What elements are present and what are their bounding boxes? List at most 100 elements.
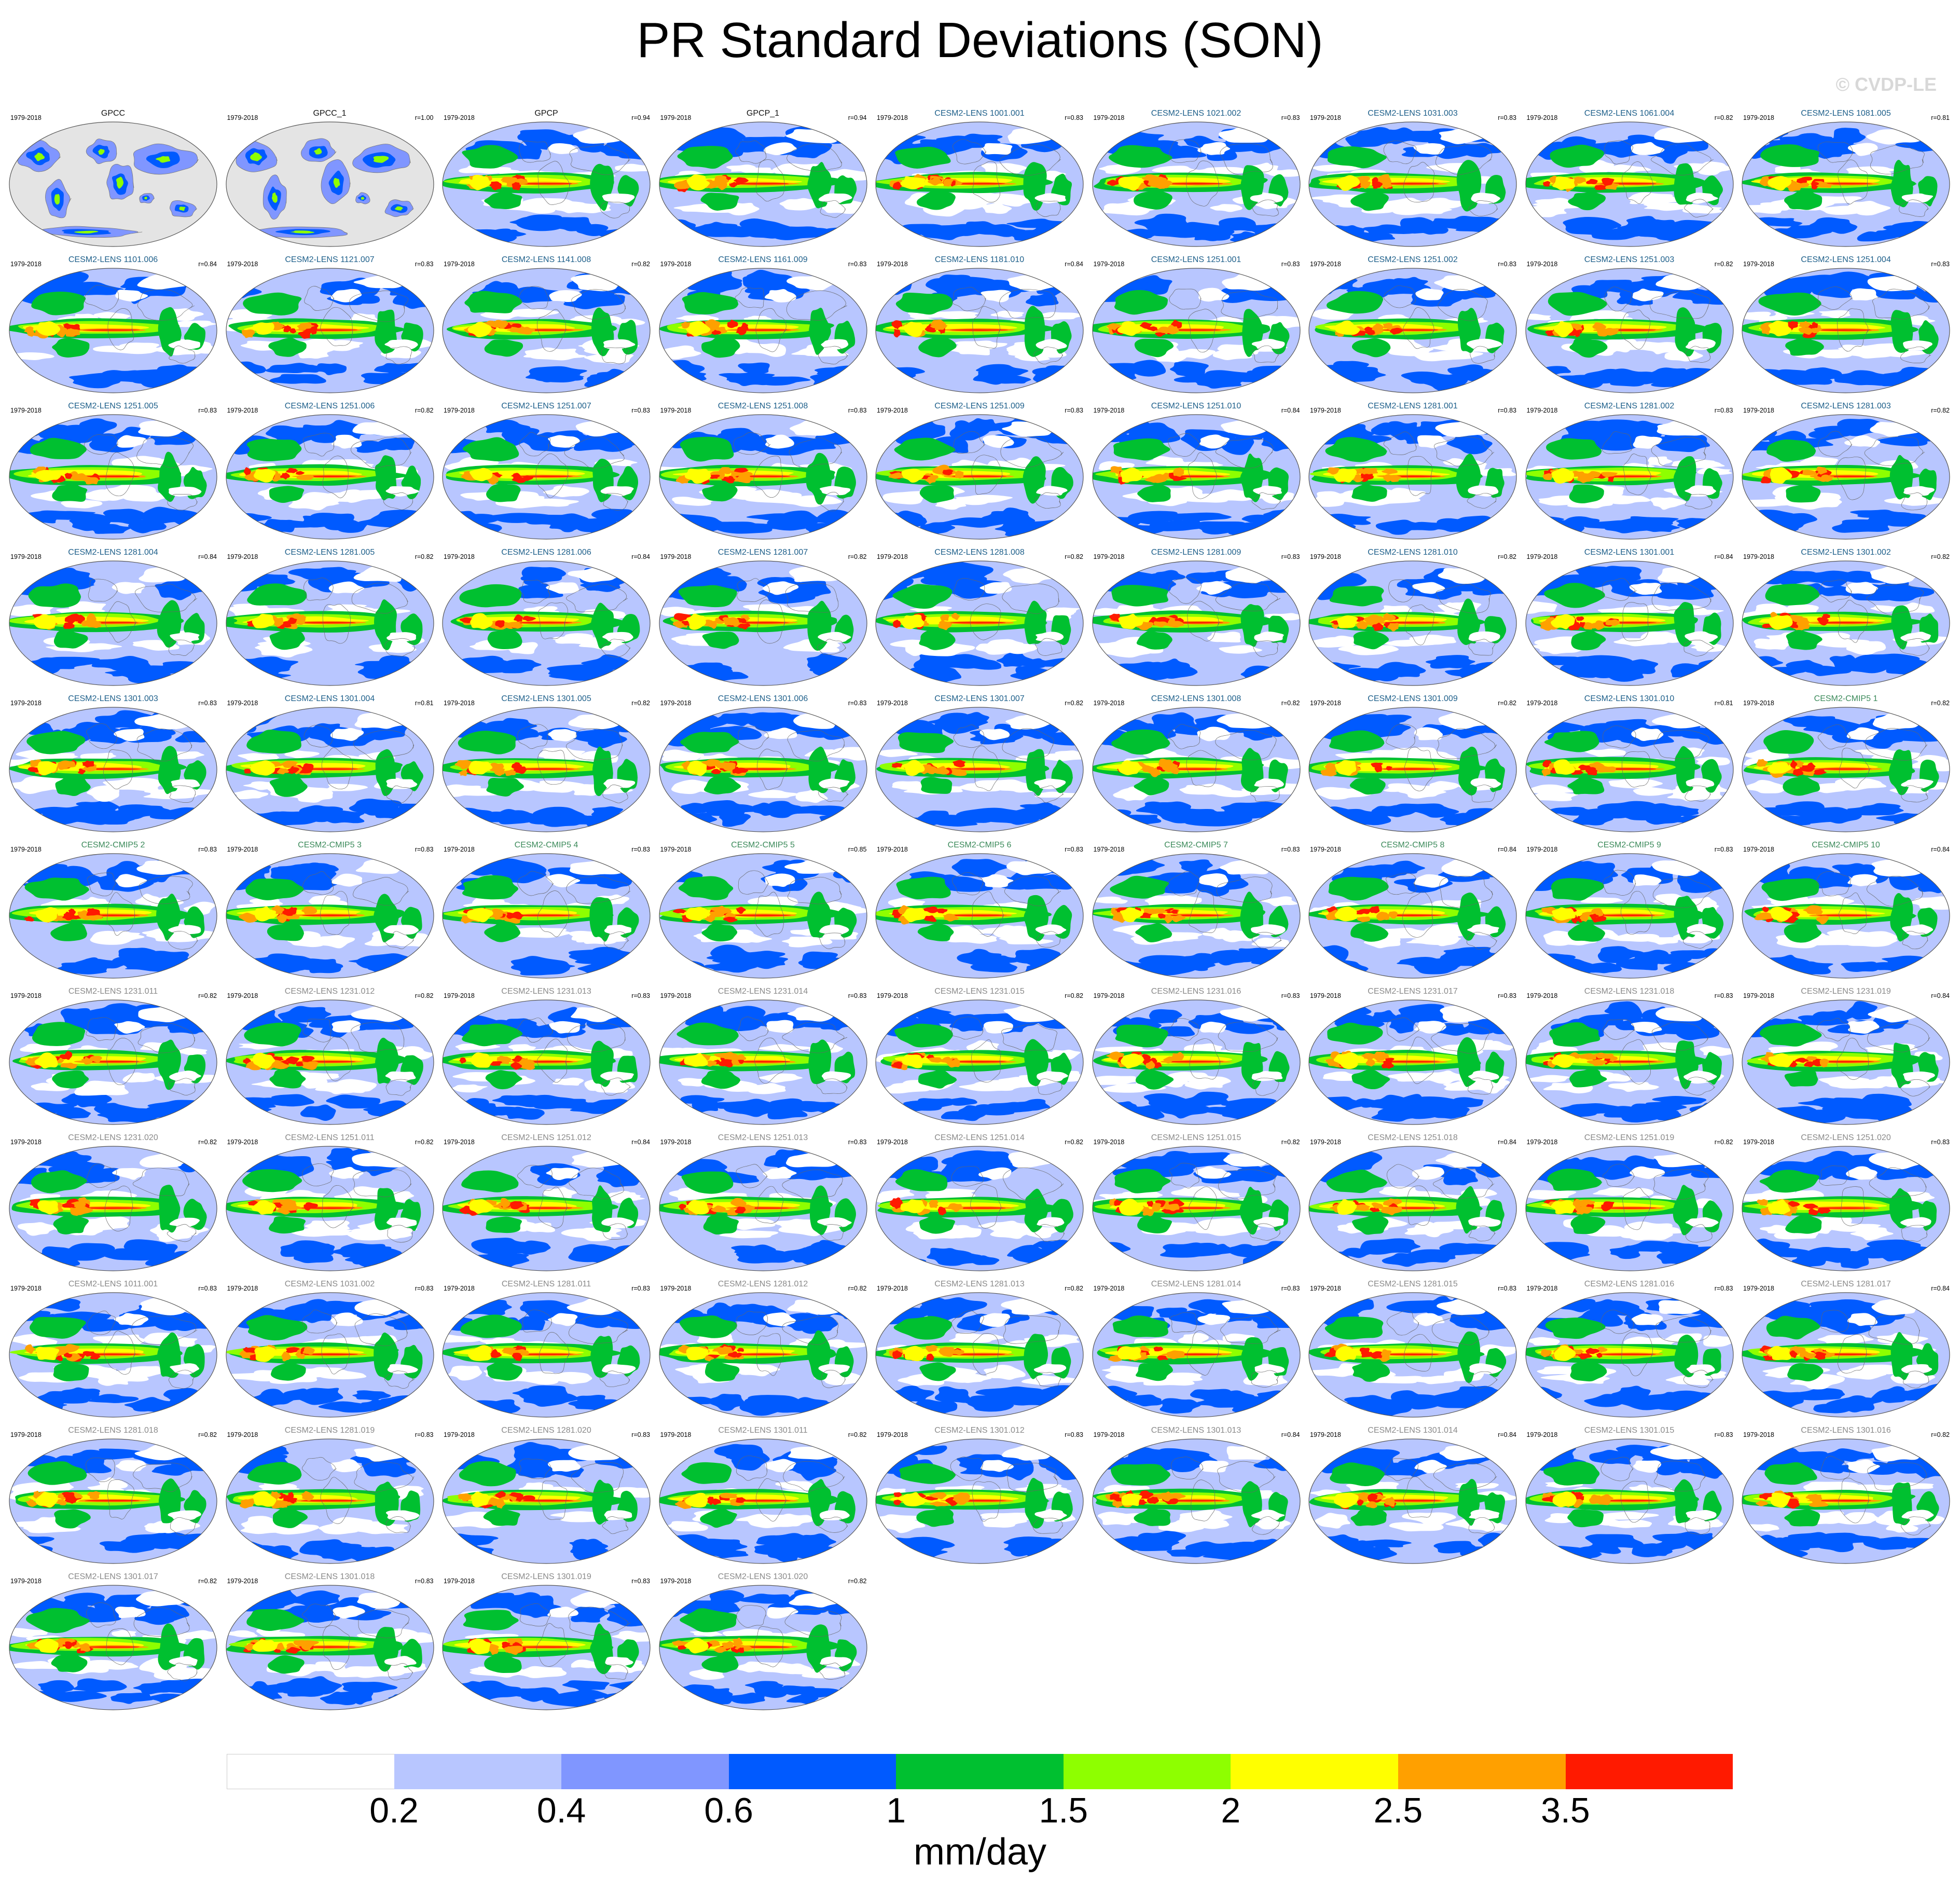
- panel-dataset-name: CESM2-LENS 1301.012: [934, 1426, 1025, 1435]
- panel-pattern-correlation: r=0.83: [415, 1431, 434, 1438]
- panel-period-label: 1979-2018: [444, 1285, 475, 1292]
- panel-period-label: 1979-2018: [1093, 553, 1125, 560]
- map-panel: 1979-2018 CESM2-LENS 1301.015 r=0.83: [1523, 1425, 1736, 1566]
- panel-period-label: 1979-2018: [1743, 407, 1774, 414]
- map-panel: 1979-2018 CESM2-LENS 1011.001 r=0.83: [6, 1279, 220, 1420]
- panel-pattern-correlation: r=0.83: [1281, 114, 1300, 121]
- precip-stddev-map: [442, 853, 651, 979]
- map-panel: 1979-2018 CESM2-LENS 1281.011 r=0.83: [439, 1279, 653, 1420]
- panel-dataset-name: CESM2-LENS 1001.001: [934, 109, 1025, 118]
- panel-pattern-correlation: r=0.83: [1281, 1285, 1300, 1292]
- map-panel: 1979-2018 CESM2-LENS 1281.017 r=0.84: [1739, 1279, 1953, 1420]
- map-panel: 1979-2018 CESM2-LENS 1231.018 r=0.83: [1523, 986, 1736, 1127]
- panel-pattern-correlation: r=0.84: [631, 1138, 650, 1146]
- map-panel: 1979-2018 CESM2-LENS 1021.002 r=0.83: [1089, 108, 1303, 249]
- panel-pattern-correlation: r=0.82: [415, 407, 434, 414]
- panel-pattern-correlation: r=0.83: [415, 846, 434, 853]
- panel-period-label: 1979-2018: [1310, 699, 1341, 707]
- precip-stddev-map: [875, 560, 1084, 686]
- precip-stddev-map: [9, 1438, 217, 1564]
- panel-pattern-correlation: r=0.83: [1498, 114, 1516, 121]
- map-panel: 1979-2018 CESM2-LENS 1281.008 r=0.82: [873, 547, 1086, 688]
- map-panel: 1979-2018 CESM2-LENS 1301.018 r=0.83: [223, 1571, 437, 1712]
- panel-pattern-correlation: r=0.82: [1065, 699, 1083, 707]
- precip-stddev-map: [658, 1585, 867, 1710]
- panel-dataset-name: CESM2-LENS 1141.008: [501, 255, 591, 264]
- panel-pattern-correlation: r=0.82: [1065, 1285, 1083, 1292]
- panel-dataset-name: CESM2-LENS 1251.009: [934, 402, 1025, 410]
- map-panel: 1979-2018 CESM2-LENS 1281.002 r=0.83: [1523, 401, 1736, 542]
- colorbar-units-label: mm/day: [913, 1831, 1047, 1873]
- panel-dataset-name: CESM2-LENS 1251.003: [1584, 255, 1675, 264]
- panel-period-label: 1979-2018: [1526, 1285, 1558, 1292]
- panel-pattern-correlation: r=0.82: [1065, 992, 1083, 999]
- panel-pattern-correlation: r=0.82: [1065, 1138, 1083, 1146]
- figure-title: PR Standard Deviations (SON): [637, 12, 1323, 68]
- panel-period-label: 1979-2018: [1526, 992, 1558, 999]
- colorbar-tick-label: 0.4: [536, 1791, 586, 1830]
- map-panel: 1979-2018 CESM2-LENS 1281.012 r=0.82: [656, 1279, 870, 1420]
- panel-dataset-name: CESM2-LENS 1231.020: [68, 1133, 158, 1142]
- panel-dataset-name: CESM2-LENS 1101.006: [68, 255, 158, 264]
- colorbar-segment: [394, 1754, 562, 1789]
- map-panel: 1979-2018 CESM2-LENS 1301.005 r=0.82: [439, 693, 653, 834]
- precip-stddev-map: [442, 268, 651, 393]
- panel-pattern-correlation: r=0.83: [1714, 1285, 1733, 1292]
- panel-dataset-name: CESM2-LENS 1231.017: [1368, 987, 1458, 996]
- panel-pattern-correlation: r=0.84: [1281, 1431, 1300, 1438]
- panel-dataset-name: CESM2-CMIP5 9: [1597, 841, 1661, 849]
- precip-stddev-map: [225, 999, 434, 1125]
- map-panel: 1979-2018 CESM2-LENS 1251.001 r=0.83: [1089, 254, 1303, 395]
- map-panel: 1979-2018 CESM2-LENS 1251.015 r=0.82: [1089, 1132, 1303, 1273]
- panel-period-label: 1979-2018: [10, 407, 42, 414]
- precip-stddev-map: [1092, 560, 1301, 686]
- panel-pattern-correlation: r=0.84: [1931, 846, 1950, 853]
- map-panel: 1979-2018 CESM2-LENS 1031.002 r=0.83: [223, 1279, 437, 1420]
- colorbar-segment: [227, 1754, 394, 1789]
- panel-period-label: 1979-2018: [877, 1138, 908, 1146]
- panel-dataset-name: CESM2-LENS 1081.005: [1801, 109, 1891, 118]
- map-panel: 1979-2018 CESM2-LENS 1121.007 r=0.83: [223, 254, 437, 395]
- panel-period-label: 1979-2018: [1526, 699, 1558, 707]
- panel-period-label: 1979-2018: [1093, 992, 1125, 999]
- colorbar-segment: [1231, 1754, 1398, 1789]
- colorbar-tick-label: 1.5: [1039, 1791, 1088, 1830]
- colorbar-segment: [561, 1754, 729, 1789]
- map-panel: 1979-2018 CESM2-LENS 1251.020 r=0.83: [1739, 1132, 1953, 1273]
- map-panel: 1979-2018 CESM2-LENS 1301.003 r=0.83: [6, 693, 220, 834]
- panel-pattern-correlation: r=0.82: [631, 699, 650, 707]
- panel-pattern-correlation: r=0.82: [1281, 699, 1300, 707]
- panel-dataset-name: CESM2-LENS 1281.012: [717, 1280, 808, 1288]
- precip-stddev-map: [875, 999, 1084, 1125]
- precip-stddev-map: [1525, 1292, 1734, 1418]
- panel-dataset-name: CESM2-LENS 1231.011: [68, 987, 158, 996]
- map-panel: 1979-2018 CESM2-LENS 1231.019 r=0.84: [1739, 986, 1953, 1127]
- panel-dataset-name: CESM2-CMIP5 5: [731, 841, 795, 849]
- panel-dataset-name: CESM2-LENS 1301.017: [68, 1572, 158, 1581]
- panel-period-label: 1979-2018: [877, 114, 908, 121]
- precip-stddev-map: [1092, 268, 1301, 393]
- panel-period-label: 1979-2018: [1310, 846, 1341, 853]
- panel-period-label: 1979-2018: [877, 846, 908, 853]
- panel-period-label: 1979-2018: [1093, 699, 1125, 707]
- map-panel: 1979-2018 CESM2-LENS 1001.001 r=0.83: [873, 108, 1086, 249]
- map-panel: 1979-2018 CESM2-LENS 1231.014 r=0.83: [656, 986, 870, 1127]
- precip-stddev-map: [658, 268, 867, 393]
- panel-dataset-name: CESM2-LENS 1281.017: [1801, 1280, 1891, 1288]
- panel-dataset-name: CESM2-LENS 1301.013: [1151, 1426, 1241, 1435]
- panel-period-label: 1979-2018: [1093, 1285, 1125, 1292]
- panel-dataset-name: CESM2-LENS 1301.009: [1368, 694, 1458, 703]
- panel-period-label: 1979-2018: [10, 1285, 42, 1292]
- precip-stddev-map: [658, 1438, 867, 1564]
- panel-pattern-correlation: r=0.81: [415, 699, 434, 707]
- panel-dataset-name: CESM2-LENS 1251.010: [1151, 402, 1241, 410]
- map-panel: 1979-2018 GPCP_1 r=0.94: [656, 108, 870, 249]
- panel-dataset-name: CESM2-LENS 1281.006: [501, 548, 591, 557]
- map-panel: 1979-2018 CESM2-LENS 1281.014 r=0.83: [1089, 1279, 1303, 1420]
- panel-dataset-name: CESM2-LENS 1231.019: [1801, 987, 1891, 996]
- precip-stddev-map: [1525, 560, 1734, 686]
- panel-dataset-name: CESM2-LENS 1281.008: [934, 548, 1025, 557]
- panel-period-label: 1979-2018: [444, 114, 475, 121]
- panel-period-label: 1979-2018: [1093, 1431, 1125, 1438]
- precip-stddev-map: [875, 121, 1084, 247]
